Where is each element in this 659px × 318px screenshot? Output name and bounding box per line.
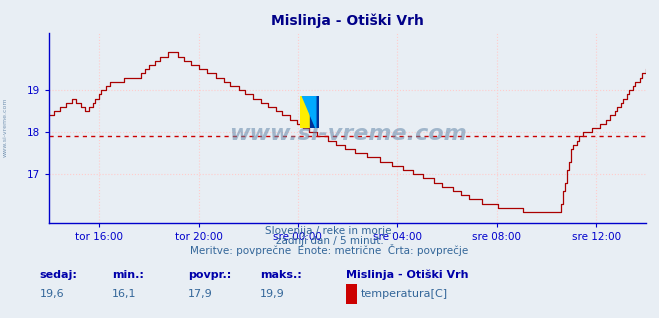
Text: www.si-vreme.com: www.si-vreme.com	[3, 97, 8, 157]
Text: Slovenija / reke in morje.: Slovenija / reke in morje.	[264, 226, 395, 236]
Text: temperatura[C]: temperatura[C]	[361, 289, 448, 299]
Text: 19,9: 19,9	[260, 289, 285, 299]
Text: 16,1: 16,1	[112, 289, 136, 299]
Text: min.:: min.:	[112, 270, 144, 280]
Text: Meritve: povprečne  Enote: metrične  Črta: povprečje: Meritve: povprečne Enote: metrične Črta:…	[190, 245, 469, 256]
Title: Mislinja - Otiški Vrh: Mislinja - Otiški Vrh	[272, 14, 424, 28]
Text: zadnji dan / 5 minut.: zadnji dan / 5 minut.	[275, 236, 384, 246]
Text: Mislinja - Otiški Vrh: Mislinja - Otiški Vrh	[346, 270, 469, 280]
Text: www.si-vreme.com: www.si-vreme.com	[229, 124, 467, 144]
Text: maks.:: maks.:	[260, 270, 302, 280]
Text: sedaj:: sedaj:	[40, 270, 77, 280]
Text: 17,9: 17,9	[188, 289, 213, 299]
Bar	[301, 96, 310, 128]
Bar	[310, 96, 319, 128]
Text: povpr.:: povpr.:	[188, 270, 231, 280]
Text: 19,6: 19,6	[40, 289, 64, 299]
Polygon shape	[302, 96, 316, 128]
